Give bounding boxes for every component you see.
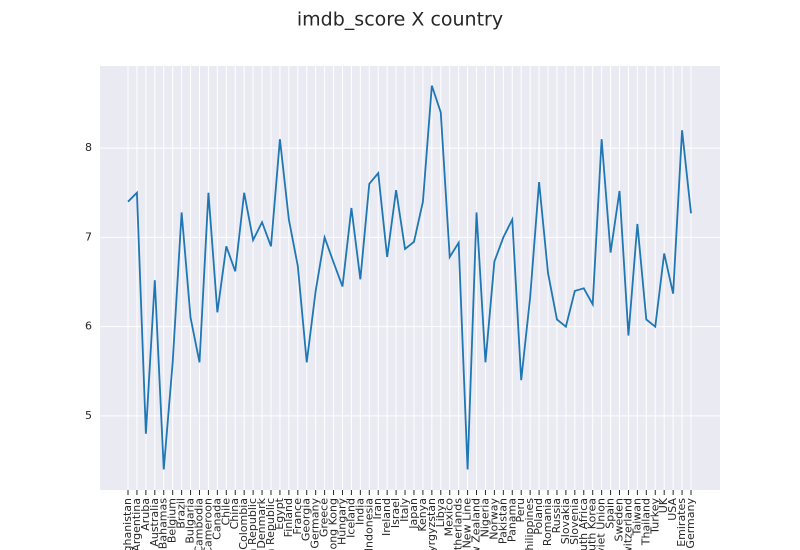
x-tick-label: Romania bbox=[541, 498, 554, 546]
x-tick-label: Canada bbox=[210, 498, 223, 540]
x-tick-label: Finland bbox=[282, 498, 295, 537]
x-tick-label: Slovenia bbox=[568, 498, 581, 545]
x-tick-label: Soviet Union bbox=[595, 498, 608, 550]
plot-background bbox=[100, 66, 720, 490]
x-tick-label: Ireland bbox=[380, 498, 393, 536]
y-tick-label: 6 bbox=[85, 320, 92, 333]
x-tick-label: Colombia bbox=[237, 498, 250, 550]
x-tick-label: UK bbox=[657, 497, 670, 513]
x-tick-label: South Korea bbox=[586, 498, 599, 550]
x-tick-label: Belgium bbox=[166, 498, 179, 543]
x-tick-label: Iran bbox=[371, 498, 384, 520]
x-tick-label: Chile bbox=[219, 498, 232, 526]
x-tick-label: Bahamas bbox=[157, 498, 170, 549]
x-tick-label: Taiwan bbox=[630, 498, 643, 536]
x-tick-label: Brazil bbox=[175, 498, 188, 529]
x-tick-label: United Arab Emirates bbox=[675, 498, 688, 550]
x-tick-label: Cambodia bbox=[192, 498, 205, 550]
x-tick-label: Egypt bbox=[273, 497, 286, 529]
x-tick-label: Aruba bbox=[139, 498, 152, 531]
x-tick-label: Denmark bbox=[255, 497, 268, 548]
x-tick-label: West Germany bbox=[684, 498, 697, 550]
x-tick-label: Philippines bbox=[523, 498, 536, 550]
x-tick-label: Kenya bbox=[416, 498, 429, 532]
x-tick-label: New Zealand bbox=[470, 498, 483, 550]
x-tick-label: Panama bbox=[505, 498, 518, 542]
x-tick-label: Pakistan bbox=[496, 498, 509, 544]
x-tick-label: Switzerland bbox=[621, 498, 634, 550]
x-tick-label: Afghanistan bbox=[121, 498, 134, 550]
x-tick-label: France bbox=[291, 498, 304, 535]
x-tick-label: Thailand bbox=[639, 498, 652, 546]
x-tick-label: Kyrgyzstan bbox=[425, 498, 438, 550]
x-tick-label: Mexico bbox=[443, 498, 456, 537]
x-tick-label: Indonesia bbox=[362, 498, 375, 550]
x-tick-label: Norway bbox=[487, 498, 500, 540]
x-tick-label: Cameroon bbox=[201, 498, 214, 550]
x-tick-label: Slovakia bbox=[559, 498, 572, 544]
x-tick-label: Dominican Republic bbox=[264, 498, 277, 550]
data-line bbox=[127, 85, 692, 470]
x-tick-label: Hungary bbox=[335, 498, 348, 545]
y-tick-label: 8 bbox=[85, 141, 92, 154]
x-tick-label: Spain bbox=[604, 498, 617, 529]
x-tick-label: Poland bbox=[532, 498, 545, 535]
x-tick-label: Georgia bbox=[300, 498, 313, 541]
x-tick-label: New Line bbox=[461, 498, 474, 549]
x-tick-label: Nigeria bbox=[478, 498, 491, 537]
x-tick-label: Australia bbox=[148, 498, 161, 547]
x-tick-label: Netherlands bbox=[452, 498, 465, 550]
x-tick-label: Greece bbox=[318, 498, 331, 537]
x-tick-label: Germany bbox=[309, 498, 322, 549]
x-tick-label: South Africa bbox=[577, 498, 590, 550]
x-tick-label: USA bbox=[666, 498, 679, 521]
x-tick-label: Bulgaria bbox=[184, 498, 197, 544]
x-tick-label: Russia bbox=[550, 498, 563, 533]
x-tick-label: Argentina bbox=[130, 498, 143, 550]
x-tick-label: India bbox=[353, 498, 366, 525]
x-tick-label: Japan bbox=[407, 498, 420, 530]
y-tick-label: 5 bbox=[85, 409, 92, 422]
x-tick-label: Peru bbox=[514, 498, 527, 523]
x-tick-label: Czech Republic bbox=[246, 498, 259, 550]
x-tick-label: Iceland bbox=[344, 498, 357, 538]
x-tick-label: Hong Kong bbox=[327, 498, 340, 550]
x-tick-label: Israel bbox=[389, 498, 402, 528]
y-tick-label: 7 bbox=[85, 230, 92, 243]
x-tick-label: Turkey bbox=[648, 498, 661, 535]
chart-title: imdb_score X country bbox=[297, 9, 503, 31]
x-tick-label: Sweden bbox=[613, 498, 626, 541]
x-tick-label: China bbox=[228, 498, 241, 529]
x-tick-label: Libya bbox=[434, 498, 447, 527]
x-tick-label: Italy bbox=[398, 498, 411, 522]
